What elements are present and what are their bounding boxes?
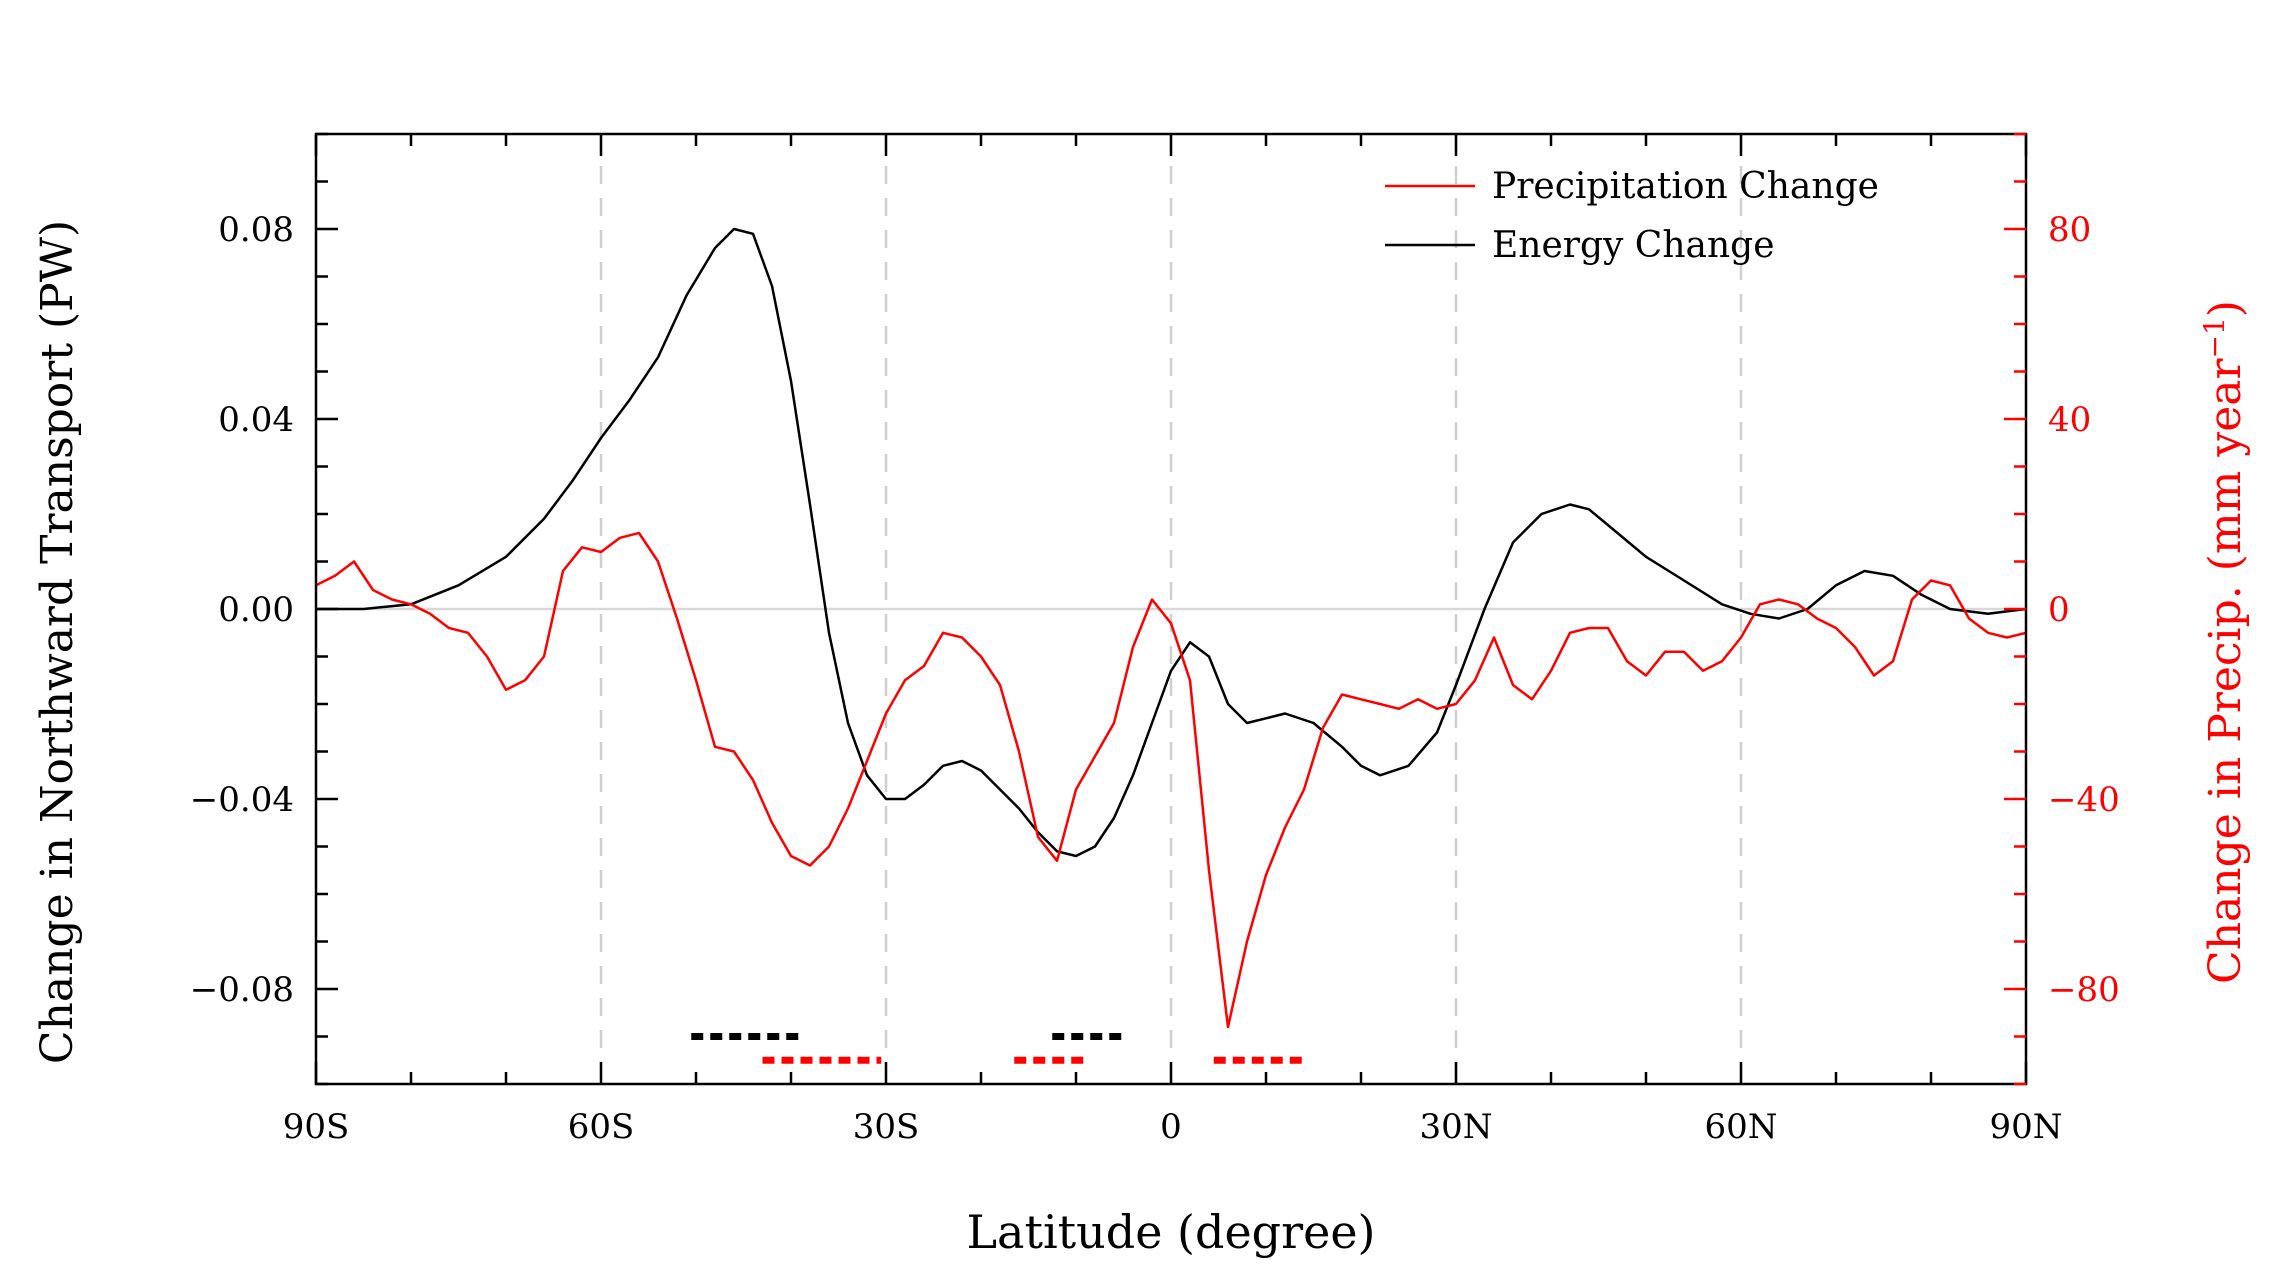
x-tick-label: 30N xyxy=(1419,1107,1492,1147)
legend-label-precipitation: Precipitation Change xyxy=(1492,166,1879,207)
y-right-tick-label: −40 xyxy=(2048,780,2120,820)
legend-label-energy: Energy Change xyxy=(1492,225,1775,266)
x-tick-label: 90S xyxy=(283,1107,350,1147)
legend: Precipitation Change Energy Change xyxy=(1385,166,1879,266)
y-right-tick-label: 0 xyxy=(2048,590,2070,630)
y-left-tick-label: 0.04 xyxy=(218,400,294,440)
y-axis-right-title-superscript: −1 xyxy=(2198,317,2231,358)
x-tick-label: 0 xyxy=(1160,1107,1182,1147)
y-axis-left-title: Change in Northward Transport (PW) xyxy=(32,220,83,1064)
x-axis-title: Latitude (degree) xyxy=(966,1205,1375,1259)
energy-change-line xyxy=(316,227,2027,858)
x-tick-label: 30S xyxy=(853,1107,920,1147)
precipitation-change-line xyxy=(315,531,2027,1029)
ticks-layer xyxy=(314,132,2028,1086)
y-axis-right-title-close: ) xyxy=(2200,300,2251,317)
y-left-tick-label: 0.00 xyxy=(218,590,294,630)
x-tick-label: 90N xyxy=(1989,1107,2062,1147)
labels-layer: 90S 60S 30S 0 30N 60N 90N 0.08 0.04 0.00 −0.04 −0.0… xyxy=(190,210,2120,1147)
series-layer xyxy=(315,227,2027,1064)
y-right-tick-label: 40 xyxy=(2048,400,2091,440)
y-right-tick-label: −80 xyxy=(2048,970,2120,1010)
x-tick-label: 60N xyxy=(1704,1107,1777,1147)
x-tick-label: 60S xyxy=(568,1107,635,1147)
y-axis-right-title-main: Change in Precip. (mm year xyxy=(2200,358,2251,984)
y-left-tick-label: −0.08 xyxy=(190,970,294,1010)
grid-layer xyxy=(316,134,2026,1084)
y-axis-right-title: Change in Precip. (mm year−1) xyxy=(2198,300,2251,984)
y-left-tick-label: −0.04 xyxy=(190,780,294,820)
y-left-tick-label: 0.08 xyxy=(218,210,294,250)
y-right-tick-label: 80 xyxy=(2048,210,2091,250)
